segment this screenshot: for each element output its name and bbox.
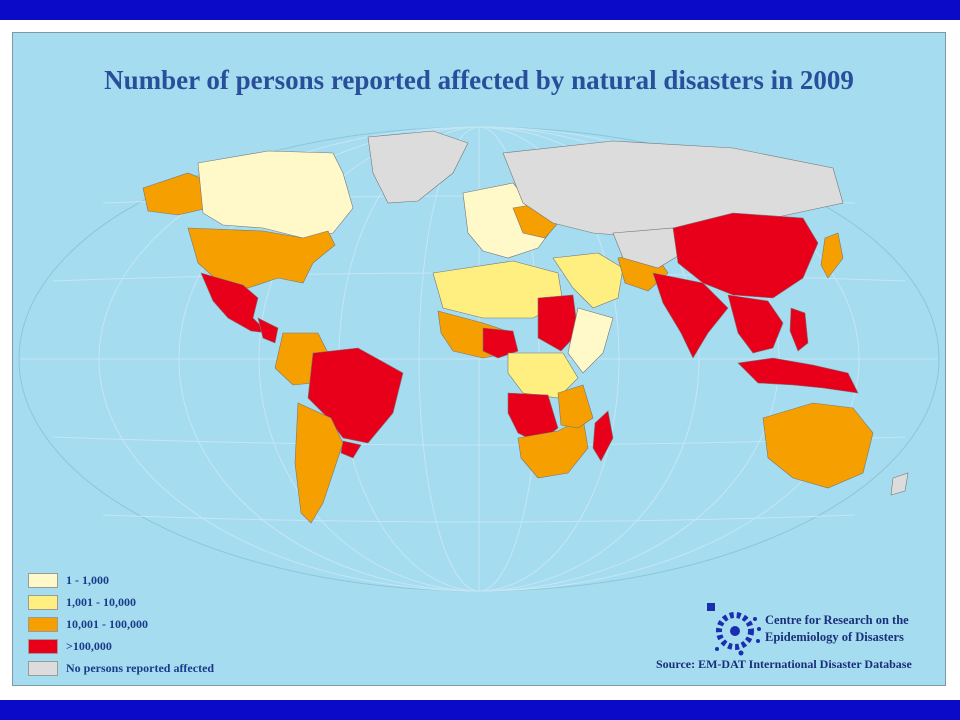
middle-east-region (552, 252, 624, 309)
madagascar-region (592, 410, 614, 462)
india-region (652, 272, 729, 359)
canada-region (197, 150, 354, 239)
cred-logo-icon (707, 603, 761, 656)
new-zealand-region (890, 472, 909, 496)
legend-label: 10,001 - 100,000 (66, 617, 148, 631)
southern-africa-region (517, 417, 589, 479)
legend-label: 1 - 1,000 (66, 573, 109, 587)
southeast-asia-region (727, 294, 784, 354)
china-region (672, 212, 819, 299)
uruguay-region (340, 440, 362, 459)
central-asia-region (612, 227, 684, 269)
source-text: Source: EM-DAT International Disaster Da… (656, 657, 912, 671)
legend-label: >100,000 (66, 639, 112, 653)
org-name-line2: Epidemiology of Disasters (765, 630, 904, 644)
australia-region (762, 402, 874, 489)
indonesia-region (737, 357, 859, 394)
map-frame: Number of persons reported affected by n… (12, 32, 946, 686)
legend-swatch (28, 573, 58, 588)
legend-swatch (28, 595, 58, 610)
org-name-line1: Centre for Research on the (765, 613, 909, 627)
sudan-region (537, 294, 579, 352)
legend-label: 1,001 - 10,000 (66, 595, 136, 609)
japan-region (820, 232, 844, 279)
east-africa-region (567, 307, 614, 374)
greenland-region (367, 130, 469, 204)
legend-swatch (28, 639, 58, 654)
legend-swatch (28, 661, 58, 676)
legend-swatch (28, 617, 58, 632)
mozambique-region (557, 384, 594, 429)
bottom-band (0, 700, 960, 720)
central-africa-region (507, 352, 579, 399)
philippines-region (789, 307, 809, 352)
legend-label: No persons reported affected (66, 661, 215, 675)
central-america-region (257, 317, 279, 344)
argentina-region (294, 402, 344, 524)
top-band (0, 0, 960, 20)
map-title: Number of persons reported affected by n… (104, 65, 854, 95)
world-map (18, 126, 940, 592)
